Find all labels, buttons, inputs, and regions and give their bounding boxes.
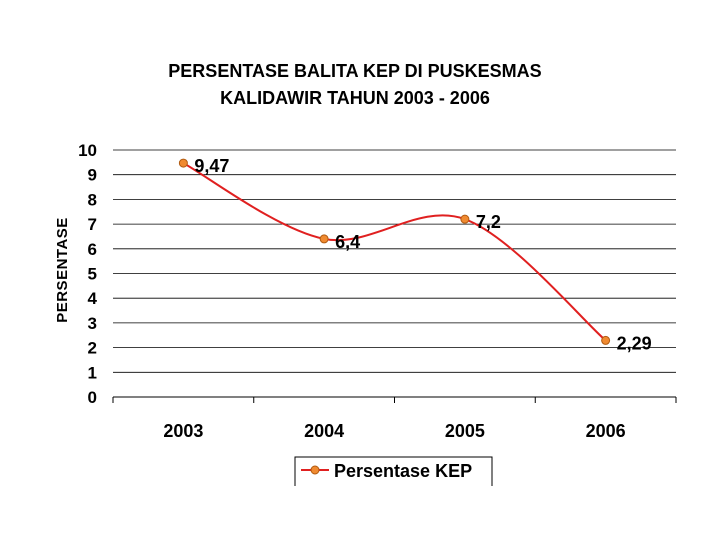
y-axis-label: PERSENTASE xyxy=(54,217,71,323)
data-labels: 9,47 6,4 7,2 2,29 xyxy=(194,156,651,353)
y-tick-label-0: 0 xyxy=(88,388,97,407)
legend-marker-sample xyxy=(310,465,320,475)
series-line-persentase-kep xyxy=(182,162,607,342)
x-tick-label-2006: 2006 xyxy=(586,421,626,441)
y-tick-label-6: 6 xyxy=(88,240,97,259)
y-tick-label-7: 7 xyxy=(88,215,97,234)
chart-title-line-1: PERSENTASE BALITA KEP DI PUSKESMAS xyxy=(168,61,541,81)
chart-title-line-2: KALIDAWIR TAHUN 2003 - 2006 xyxy=(220,88,490,108)
legend-entry-label: Persentase KEP xyxy=(334,461,472,481)
gridlines xyxy=(113,149,676,373)
series-group xyxy=(178,158,611,345)
data-label-2006: 2,29 xyxy=(617,333,652,353)
y-tick-label-10: 10 xyxy=(78,141,97,160)
data-point-2006 xyxy=(601,335,611,345)
legend: Persentase KEP xyxy=(294,456,493,486)
legend-frame xyxy=(294,456,493,486)
y-tick-label-9: 9 xyxy=(88,166,97,185)
x-tick-label-2005: 2005 xyxy=(445,421,485,441)
x-tick-label-2003: 2003 xyxy=(163,421,203,441)
data-label-2003: 9,47 xyxy=(194,156,229,176)
y-tick-label-1: 1 xyxy=(88,363,97,382)
x-axis xyxy=(112,396,677,403)
data-label-2004: 6,4 xyxy=(335,232,360,252)
data-point-2004 xyxy=(319,234,329,244)
y-tick-labels: 0 1 2 3 4 5 6 7 8 9 10 xyxy=(78,141,97,407)
y-tick-label-4: 4 xyxy=(88,289,98,308)
x-tick-label-2004: 2004 xyxy=(304,421,344,441)
y-tick-label-3: 3 xyxy=(88,314,97,333)
x-tick-labels: 2003 2004 2005 2006 xyxy=(163,421,625,441)
data-point-2005 xyxy=(460,214,470,224)
y-tick-label-8: 8 xyxy=(88,190,97,209)
y-tick-label-5: 5 xyxy=(88,265,97,284)
data-point-2003 xyxy=(178,158,188,168)
data-label-2005: 7,2 xyxy=(476,212,501,232)
y-tick-label-2: 2 xyxy=(88,339,97,358)
